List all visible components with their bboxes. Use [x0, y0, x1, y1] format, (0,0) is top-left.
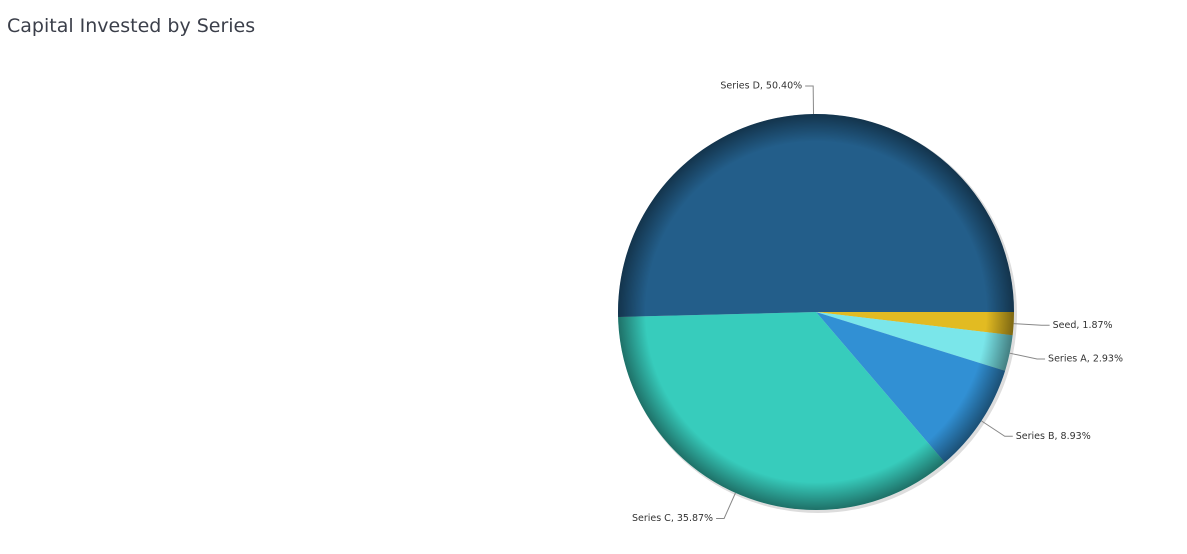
data-label: Series C, 35.87%	[632, 513, 713, 524]
pie	[617, 113, 1014, 510]
data-label: Series A, 2.93%	[1048, 354, 1123, 365]
leader-line	[1013, 323, 1050, 326]
leader-line	[1009, 352, 1046, 360]
data-label: Seed, 1.87%	[1053, 320, 1113, 331]
data-label: Series B, 8.93%	[1016, 431, 1091, 442]
leader-line	[981, 420, 1013, 437]
leader-line	[805, 85, 815, 115]
chart-title: Capital Invested by Series	[7, 15, 255, 37]
data-label: Series D, 50.40%	[720, 81, 802, 92]
leader-line	[716, 492, 736, 519]
pie-slice	[617, 113, 1014, 317]
labels: Seed, 1.87% Series A, 2.93% Series B, 8.93…	[632, 81, 1123, 524]
